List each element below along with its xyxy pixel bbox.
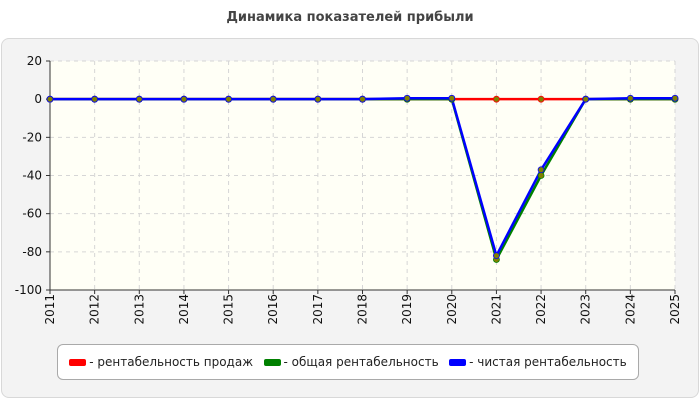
x-tick-label-9: 2020 <box>445 294 459 325</box>
series-2-point-2 <box>135 95 143 103</box>
x-tick-label-8: 2019 <box>400 294 414 325</box>
y-tick-label-2: -20 <box>22 130 42 144</box>
x-tick-label-7: 2018 <box>356 294 370 325</box>
series-2-point-10 <box>493 252 500 260</box>
x-tick-label-2: 2013 <box>132 294 146 325</box>
y-tick-label-3: -40 <box>22 169 42 183</box>
legend-label-total: - общая рентабельность <box>283 355 439 369</box>
series-2-point-0 <box>46 95 54 103</box>
x-tick-label-14: 2025 <box>668 294 682 325</box>
legend-item-sales: - рентабельность продаж <box>69 355 253 369</box>
legend-swatch-sales <box>69 358 87 366</box>
legend-label-net: - чистая рентабельность <box>469 355 627 369</box>
series-2-point-11 <box>537 166 545 174</box>
series-2-point-9 <box>448 94 456 102</box>
y-tick-label-6: -100 <box>15 283 42 297</box>
chart-title: Динамика показателей прибыли <box>226 10 474 25</box>
y-tick-label-5: -80 <box>22 245 42 259</box>
x-tick-label-10: 2021 <box>489 294 503 325</box>
legend-item-total: - общая рентабельность <box>263 355 439 369</box>
series-2-point-4 <box>225 95 232 103</box>
series-2-point-3 <box>180 95 188 103</box>
series-0-point-10 <box>493 95 500 103</box>
series-2-point-8 <box>403 94 411 102</box>
x-tick-label-3: 2014 <box>177 294 191 325</box>
y-tick-label-4: -60 <box>22 207 42 221</box>
series-2-point-1 <box>91 95 99 103</box>
series-2-point-14 <box>671 94 679 102</box>
y-tick-label-1: 0 <box>34 92 42 106</box>
x-tick-label-11: 2022 <box>534 294 548 325</box>
x-tick-label-6: 2017 <box>311 294 325 325</box>
x-tick-label-13: 2024 <box>623 294 637 325</box>
x-tick-label-4: 2015 <box>222 294 236 325</box>
series-2-point-7 <box>359 95 366 103</box>
series-2-point-13 <box>626 94 634 102</box>
legend-swatch-total <box>263 358 281 366</box>
legend-label-sales: - рентабельность продаж <box>89 355 254 369</box>
legend-swatch-net <box>449 358 467 366</box>
x-tick-label-0: 2011 <box>43 294 57 325</box>
series-0-point-11 <box>537 95 545 103</box>
legend-item-net: - чистая рентабельность <box>449 355 627 369</box>
series-2-point-5 <box>269 95 277 103</box>
x-tick-label-5: 2016 <box>266 294 280 325</box>
x-tick-label-12: 2023 <box>579 294 593 325</box>
series-2-point-6 <box>314 95 322 103</box>
legend: - рентабельность продаж - общая рентабел… <box>57 344 639 380</box>
series-1-point-11 <box>537 172 545 179</box>
y-tick-label-0: 20 <box>27 54 42 68</box>
x-tick-label-1: 2012 <box>88 294 102 325</box>
series-2-point-12 <box>582 95 590 103</box>
